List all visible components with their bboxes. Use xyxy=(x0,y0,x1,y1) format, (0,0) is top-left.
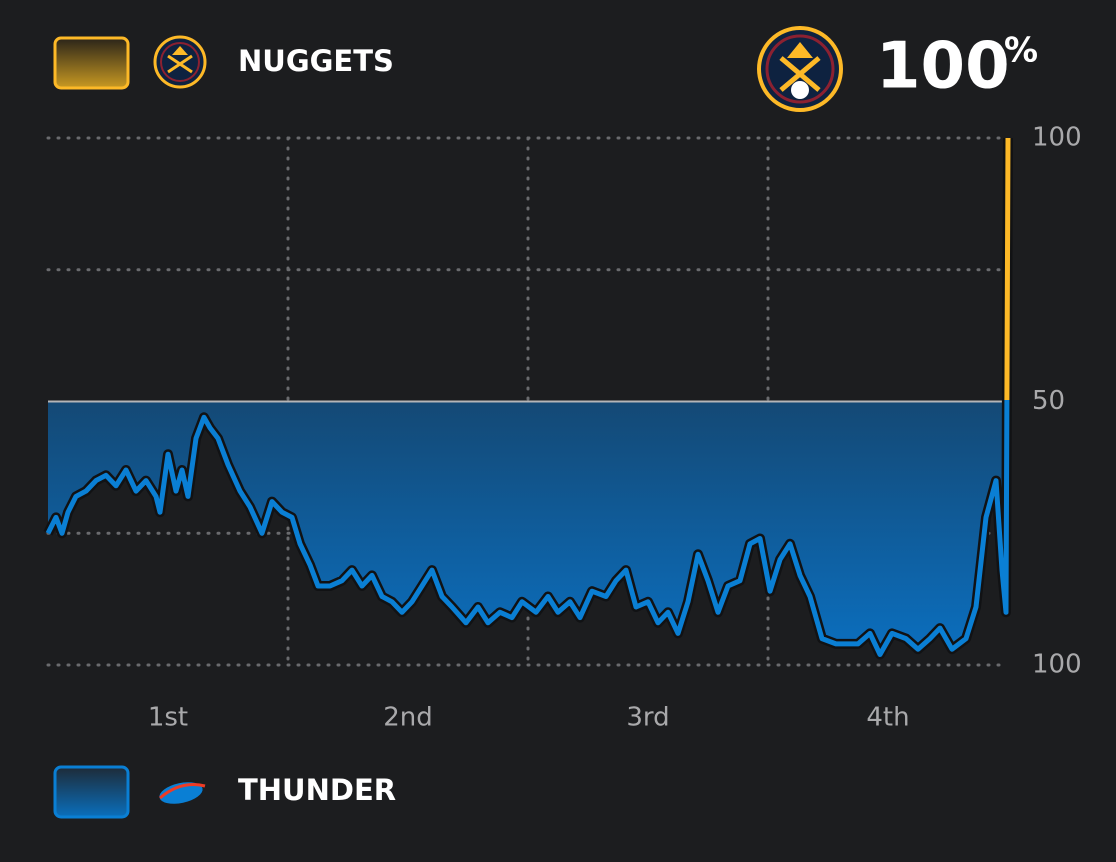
y-tick-label: 100 xyxy=(1032,650,1082,680)
legend-label: THUNDER xyxy=(238,773,396,807)
x-tick-label: 3rd xyxy=(626,703,669,733)
y-tick-label: 100 xyxy=(1032,123,1082,153)
x-tick-label: 2nd xyxy=(383,703,433,733)
team-logo xyxy=(159,782,206,804)
legend-label: NUGGETS xyxy=(238,44,394,78)
win-probability-unit: % xyxy=(1004,31,1038,71)
y-tick-label: 50 xyxy=(1032,386,1065,416)
x-tick-label: 4th xyxy=(866,703,909,733)
team-logo xyxy=(153,35,207,89)
x-tick-label: 1st xyxy=(148,703,188,733)
area xyxy=(48,400,1008,655)
legend-swatch xyxy=(53,765,130,819)
plot-area: 1st 2nd 3rd 4th 100 50 100 xyxy=(43,123,1082,733)
win-probability: 100 xyxy=(876,30,1010,104)
line xyxy=(45,400,1010,657)
legend-swatch xyxy=(53,36,130,90)
team-logo xyxy=(757,26,843,112)
